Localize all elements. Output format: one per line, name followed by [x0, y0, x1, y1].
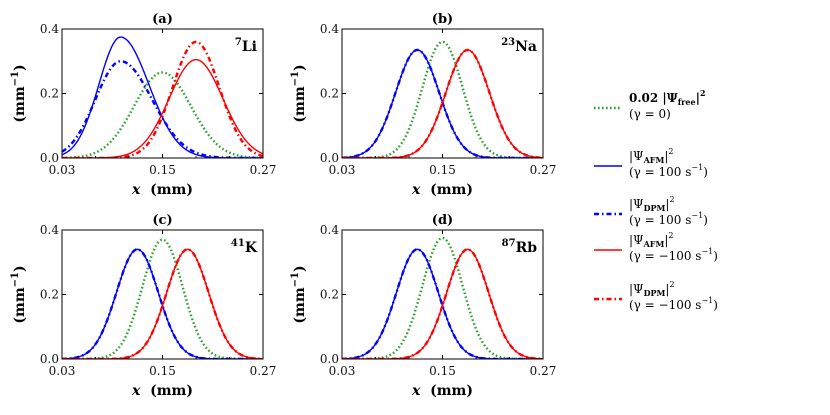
y-tick-label: 0.4	[320, 223, 339, 237]
legend-condition: (γ = 100 s−1)	[629, 211, 708, 227]
x-tick-label: 0.03	[49, 163, 76, 177]
y-tick-label: 0.4	[320, 22, 339, 36]
y-tick-label: 0.4	[40, 22, 59, 36]
y-tick-label: 0.0	[40, 352, 59, 366]
y-tick-label: 0.2	[320, 288, 339, 302]
legend-label: 0.02 |Ψfree|2	[629, 88, 706, 107]
curves	[342, 40, 543, 158]
x-tick-label: 0.27	[530, 163, 557, 177]
series-afm_neg	[62, 248, 263, 359]
panel-title: (a)	[152, 12, 173, 27]
panel-title: (c)	[152, 213, 172, 228]
series-dpm_pos	[62, 60, 263, 158]
x-tick-label: 0.03	[329, 163, 356, 177]
panel-d: 0.03 0.15 0.27 0.0 0.2 0.4 (mm−1) x (mm) (d) 87Rb	[290, 213, 556, 399]
legend-item-afm_pos: |ΨAFM|2(γ = 100 s−1)	[594, 147, 708, 179]
x-tick-label: 0.03	[329, 364, 356, 378]
curves	[342, 236, 543, 359]
legend-condition: (γ = 100 s−1)	[629, 163, 708, 179]
legend-label: |ΨAFM|2	[629, 231, 673, 249]
plot-frame	[341, 229, 544, 360]
x-axis-label: x (mm)	[131, 383, 193, 399]
x-tick-label: 0.27	[250, 163, 277, 177]
element-label: 23Na	[501, 37, 537, 55]
y-tick-label: 0.0	[320, 151, 339, 165]
x-tick-label: 0.15	[429, 163, 456, 177]
legend-item-afm_neg: |ΨAFM|2(γ = −100 s−1)	[594, 231, 718, 263]
panel-title: (b)	[432, 12, 453, 27]
x-axis-label: x (mm)	[411, 383, 473, 399]
element-label: 87Rb	[502, 238, 538, 256]
curves	[62, 36, 263, 158]
panel-b: 0.03 0.15 0.27 0.0 0.2 0.4 (mm−1) x (mm) (b) 23Na	[290, 12, 556, 198]
series-afm_neg	[342, 49, 543, 158]
x-tick-label: 0.27	[250, 364, 277, 378]
legend-label: |ΨAFM|2	[629, 147, 673, 165]
curves	[62, 238, 263, 359]
x-tick-label: 0.27	[530, 364, 557, 378]
y-axis-label: (mm−1)	[290, 64, 308, 122]
y-tick-label: 0.2	[320, 87, 339, 101]
y-tick-label: 0.4	[40, 223, 59, 237]
legend-condition: (γ = −100 s−1)	[629, 247, 718, 263]
x-tick-label: 0.15	[149, 364, 176, 378]
y-tick-label: 0.2	[40, 288, 59, 302]
y-tick-label: 0.2	[40, 87, 59, 101]
element-label: 41K	[231, 238, 258, 256]
legend: 0.02 |Ψfree|2(γ = 0)|ΨAFM|2(γ = 100 s−1)…	[594, 88, 718, 312]
series-dpm_neg	[62, 40, 263, 158]
y-axis-label: (mm−1)	[290, 265, 308, 323]
legend-label: |ΨDPM|2	[629, 195, 675, 213]
legend-condition: (γ = −100 s−1)	[629, 296, 718, 312]
y-axis-label: (mm−1)	[10, 265, 28, 323]
legend-item-dpm_pos: |ΨDPM|2(γ = 100 s−1)	[594, 195, 708, 227]
x-axis-label: x (mm)	[411, 182, 473, 198]
plot-frame	[341, 28, 544, 159]
panel-a: 0.03 0.15 0.27 0.0 0.2 0.4 (mm−1) x (mm) (a) 7Li	[10, 12, 276, 198]
y-axis-label: (mm−1)	[10, 64, 28, 122]
plot-frame	[61, 28, 264, 159]
y-tick-label: 0.0	[320, 352, 339, 366]
legend-condition: (γ = 0)	[629, 107, 671, 121]
legend-label: |ΨDPM|2	[629, 280, 675, 298]
y-tick-label: 0.0	[40, 151, 59, 165]
x-tick-label: 0.15	[149, 163, 176, 177]
plot-frame	[61, 229, 264, 360]
x-tick-label: 0.15	[429, 364, 456, 378]
series-afm_pos	[62, 36, 263, 158]
legend-item-free: 0.02 |Ψfree|2(γ = 0)	[594, 88, 706, 121]
panel-title: (d)	[432, 213, 453, 228]
x-tick-label: 0.03	[49, 364, 76, 378]
series-free	[62, 238, 263, 359]
series-afm_neg	[342, 248, 543, 359]
element-label: 7Li	[235, 37, 257, 55]
series-free	[62, 71, 263, 158]
legend-item-dpm_neg: |ΨDPM|2(γ = −100 s−1)	[594, 280, 718, 312]
series-free	[342, 236, 543, 359]
panel-c: 0.03 0.15 0.27 0.0 0.2 0.4 (mm−1) x (mm) (c) 41K	[10, 213, 276, 399]
x-axis-label: x (mm)	[131, 182, 193, 198]
